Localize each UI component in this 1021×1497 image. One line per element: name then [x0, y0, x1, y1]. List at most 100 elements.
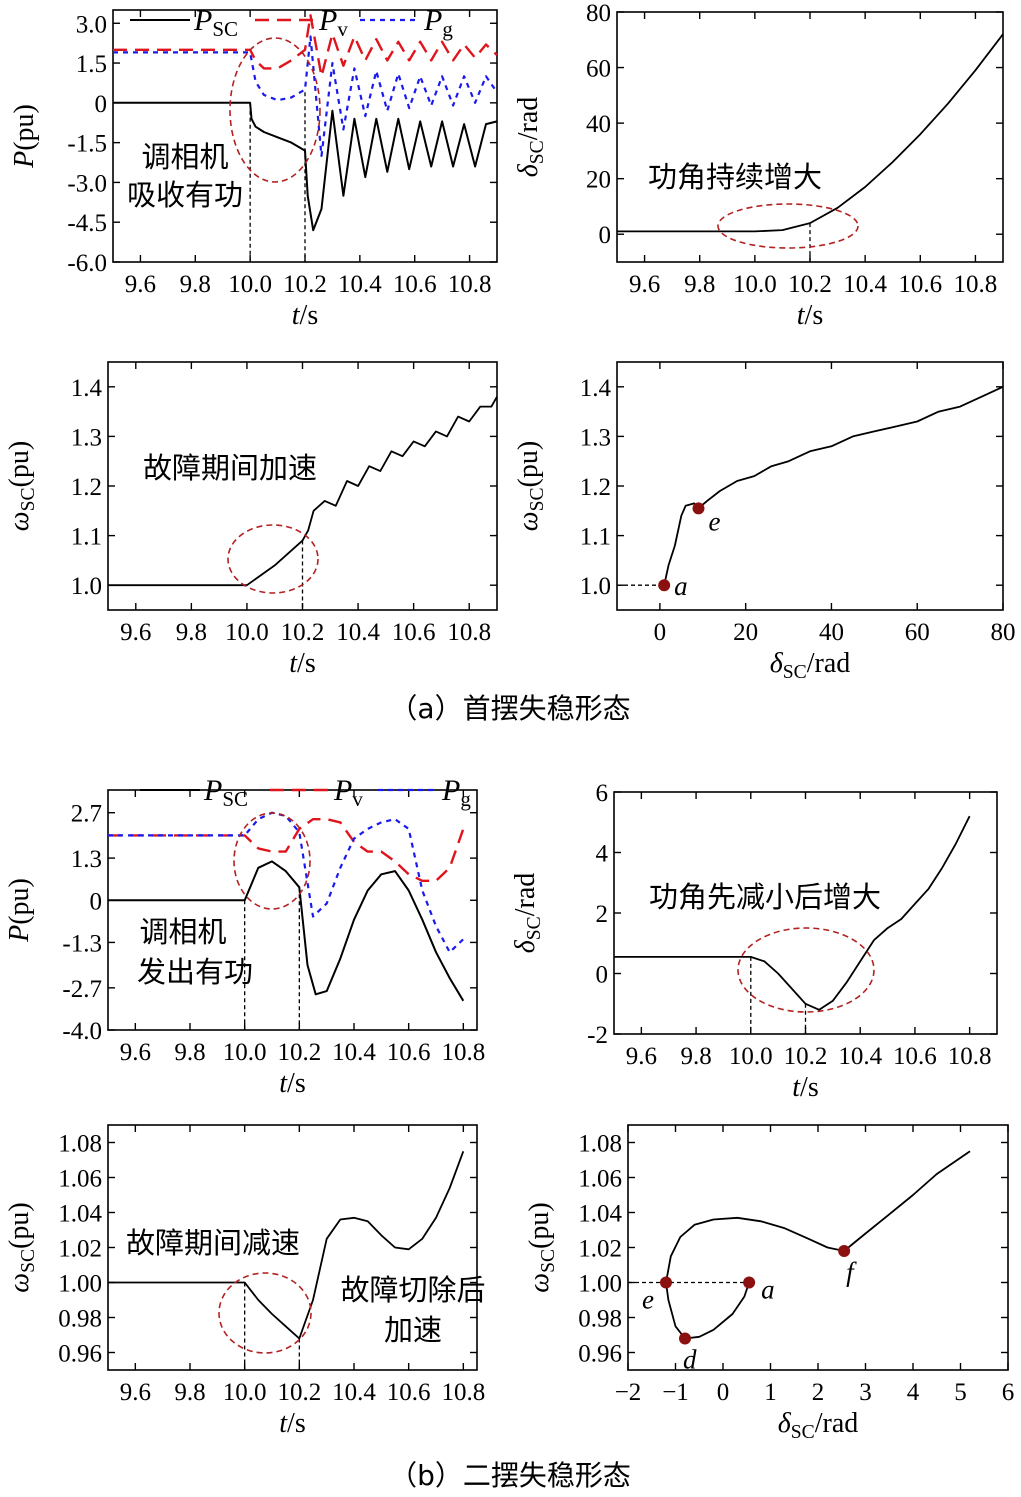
x-tick-label: 10.0 — [223, 1379, 267, 1406]
x-tick-label: 10.6 — [387, 1039, 431, 1066]
legend-psc: PSC — [203, 774, 248, 811]
series-line-sc — [614, 815, 971, 1011]
legend-pg: Pg — [441, 774, 471, 811]
y-tick-label: 1.0 — [71, 573, 102, 600]
x-tick-label: 9.8 — [680, 1043, 711, 1070]
y-tick-label: 1.3 — [71, 424, 102, 451]
x-tick-label: 10.2 — [283, 271, 327, 298]
y-tick-label: 1.0 — [580, 573, 611, 600]
y-tick-label: 1.08 — [58, 1131, 102, 1158]
x-tick-label: 10.4 — [843, 271, 887, 298]
x-tick-label: 9.8 — [176, 619, 207, 646]
x-tick-label: 10.2 — [277, 1379, 321, 1406]
y-tick-label: 1.4 — [580, 375, 612, 402]
y-tick-label: -2 — [587, 1022, 608, 1049]
x-tick-label: 10.8 — [448, 271, 492, 298]
x-tick-label: 9.8 — [180, 271, 211, 298]
x-tick-label: 10.2 — [788, 271, 832, 298]
x-tick-label: 10.0 — [225, 619, 269, 646]
x-tick-label: 10.8 — [441, 1039, 485, 1066]
annotation: 功角持续增大 — [648, 160, 822, 194]
x-axis-label: δSC/rad — [778, 1408, 859, 1443]
series-line-sc — [108, 1150, 465, 1340]
x-tick-label: 10.0 — [223, 1039, 267, 1066]
point-a — [658, 579, 671, 592]
series-line-pv — [108, 818, 465, 882]
x-tick-label: 10.6 — [387, 1379, 431, 1406]
y-tick-label: 1.08 — [578, 1131, 622, 1158]
y-tick-label: 1.3 — [71, 846, 102, 873]
y-tick-label: 1.1 — [71, 524, 102, 551]
annotation: 吸收有功 — [127, 178, 243, 212]
y-axis-label: ωSC(pu) — [513, 441, 548, 531]
legend-pv: Pv — [333, 774, 363, 811]
y-tick-label: 0.96 — [58, 1341, 102, 1368]
chart-a2: 9.6 9.8 10.0 10.2 10.4 10.6 10.8 0 20 40 60 80 — [586, 0, 1004, 298]
x-tick-label: 10.2 — [281, 619, 325, 646]
x-tick-label: 10.6 — [893, 1043, 937, 1070]
x-tick-label: 10.6 — [393, 271, 437, 298]
point-e — [692, 502, 705, 515]
highlight-ellipse — [227, 524, 319, 594]
x-tick-label: 10.4 — [332, 1039, 376, 1066]
annotation: 加速 — [384, 1313, 442, 1347]
chart-b3: 9.6 9.8 10.0 10.2 10.4 10.6 10.8 0.96 0.98 1.00 1.… — [58, 1124, 485, 1406]
point-label-e: e — [642, 1285, 654, 1315]
y-tick-label: -2.7 — [62, 976, 102, 1003]
y-tick-label: 80 — [586, 0, 611, 27]
y-axis-label: ωSC(pu) — [524, 1202, 559, 1292]
annotation: 功角先减小后增大 — [649, 880, 881, 914]
x-tick-label: 9.8 — [684, 271, 715, 298]
y-tick-label: 1.5 — [76, 51, 107, 78]
y-tick-label: -4.0 — [62, 1018, 102, 1045]
y-tick-label: 1.06 — [58, 1166, 102, 1193]
x-axis-label: t/s — [792, 1072, 818, 1103]
y-tick-label: 1.04 — [58, 1201, 102, 1228]
x-tick-label: 9.6 — [120, 1039, 151, 1066]
point-label-a: a — [761, 1275, 775, 1305]
y-tick-label: 1.06 — [578, 1166, 622, 1193]
x-tick-label: 60 — [905, 619, 930, 646]
y-tick-label: 1.02 — [58, 1236, 102, 1263]
y-tick-label: 1.1 — [580, 524, 611, 551]
annotation: 故障期间加速 — [143, 451, 317, 485]
chart-b2: 9.6 9.8 10.0 10.2 10.4 10.6 10.8 6 4 2 0 -2 — [587, 780, 998, 1070]
x-tick-label: 10.6 — [898, 271, 942, 298]
point-label-e: e — [708, 506, 720, 536]
x-tick-label: 9.8 — [174, 1379, 205, 1406]
x-tick-label: 2 — [812, 1379, 825, 1406]
x-tick-label: −1 — [662, 1379, 689, 1406]
highlight-ellipse — [717, 203, 859, 249]
x-tick-label: 10.8 — [441, 1379, 485, 1406]
x-tick-label: 9.6 — [626, 1043, 657, 1070]
legend-pg: Pg — [423, 4, 453, 41]
x-axis-label: t/s — [279, 1068, 305, 1099]
x-tick-label: 10.8 — [954, 271, 998, 298]
y-tick-label: 1.2 — [580, 474, 611, 501]
plot-frame — [107, 789, 478, 1031]
x-tick-label: 5 — [954, 1379, 967, 1406]
y-tick-label: 20 — [586, 167, 611, 194]
y-tick-label: 0.96 — [578, 1341, 622, 1368]
x-axis-label: δSC/rad — [770, 648, 851, 683]
x-tick-label: 0 — [654, 619, 667, 646]
y-tick-label: 1.00 — [58, 1271, 102, 1298]
chart-b1: 9.6 9.8 10.0 10.2 10.4 10.6 10.8 2.7 1.3 0 -1.3 -2.… — [62, 789, 485, 1066]
point-label-f: f — [846, 1257, 857, 1287]
x-axis-label: t/s — [797, 300, 823, 331]
y-tick-label: 0 — [599, 222, 612, 249]
x-tick-label: −2 — [615, 1379, 642, 1406]
y-tick-label: 1.4 — [71, 375, 103, 402]
y-axis-label: δSC/rad — [510, 873, 545, 954]
point-d — [679, 1332, 691, 1345]
y-tick-label: 1.02 — [578, 1236, 622, 1263]
x-tick-label: 9.6 — [120, 619, 151, 646]
x-tick-label: 10.4 — [332, 1379, 376, 1406]
annotation: 调相机 — [141, 140, 228, 174]
x-tick-label: 10.0 — [729, 1043, 773, 1070]
legend-pv: Pv — [318, 4, 348, 41]
y-tick-label: 1.3 — [580, 424, 611, 451]
x-tick-label: 10.0 — [733, 271, 777, 298]
y-tick-label: 1.2 — [71, 474, 102, 501]
y-tick-label: -4.5 — [67, 210, 107, 237]
